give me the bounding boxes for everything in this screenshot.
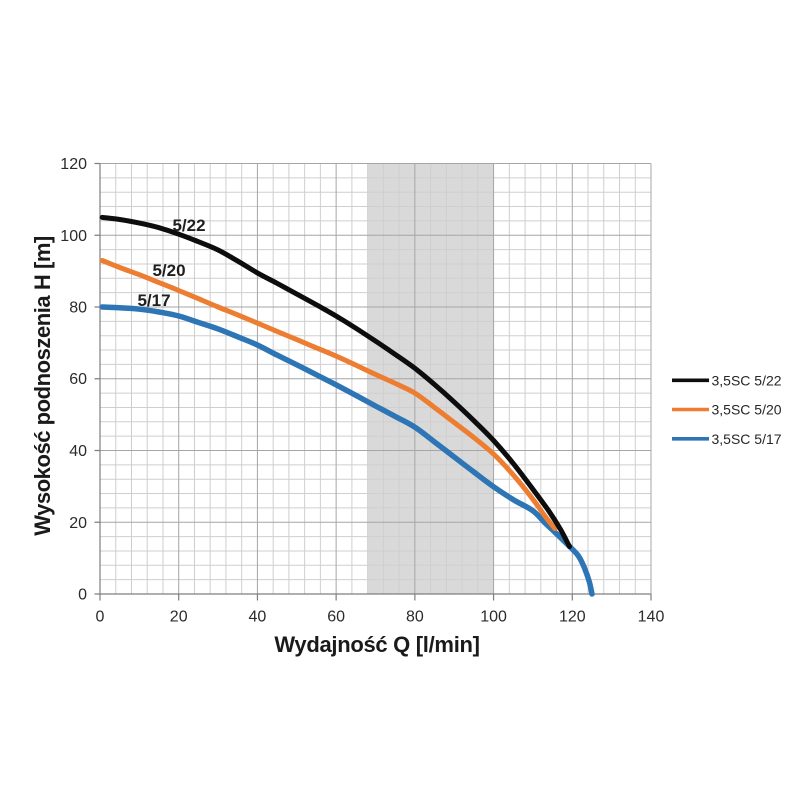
svg-text:5/22: 5/22 (172, 216, 205, 235)
svg-text:80: 80 (69, 300, 87, 317)
svg-text:60: 60 (327, 609, 345, 626)
svg-text:0: 0 (78, 587, 87, 604)
svg-text:5/17: 5/17 (137, 291, 170, 310)
svg-text:3,5SC 5/17: 3,5SC 5/17 (712, 431, 782, 447)
svg-text:Wysokość podnoszenia H [m]: Wysokość podnoszenia H [m] (30, 236, 55, 536)
svg-text:100: 100 (60, 228, 87, 245)
svg-text:0: 0 (96, 609, 105, 626)
svg-text:3,5SC 5/22: 3,5SC 5/22 (712, 372, 782, 388)
svg-text:40: 40 (69, 443, 87, 460)
svg-text:Wydajność Q [l/min]: Wydajność Q [l/min] (274, 632, 479, 657)
svg-text:3,5SC 5/20: 3,5SC 5/20 (712, 402, 782, 418)
svg-text:100: 100 (480, 609, 507, 626)
svg-text:120: 120 (559, 609, 586, 626)
svg-text:140: 140 (638, 609, 665, 626)
svg-text:60: 60 (69, 371, 87, 388)
svg-text:20: 20 (69, 515, 87, 532)
svg-text:20: 20 (170, 609, 188, 626)
svg-text:5/20: 5/20 (152, 261, 185, 280)
svg-text:120: 120 (60, 156, 87, 173)
svg-text:40: 40 (249, 609, 267, 626)
svg-text:80: 80 (406, 609, 424, 626)
